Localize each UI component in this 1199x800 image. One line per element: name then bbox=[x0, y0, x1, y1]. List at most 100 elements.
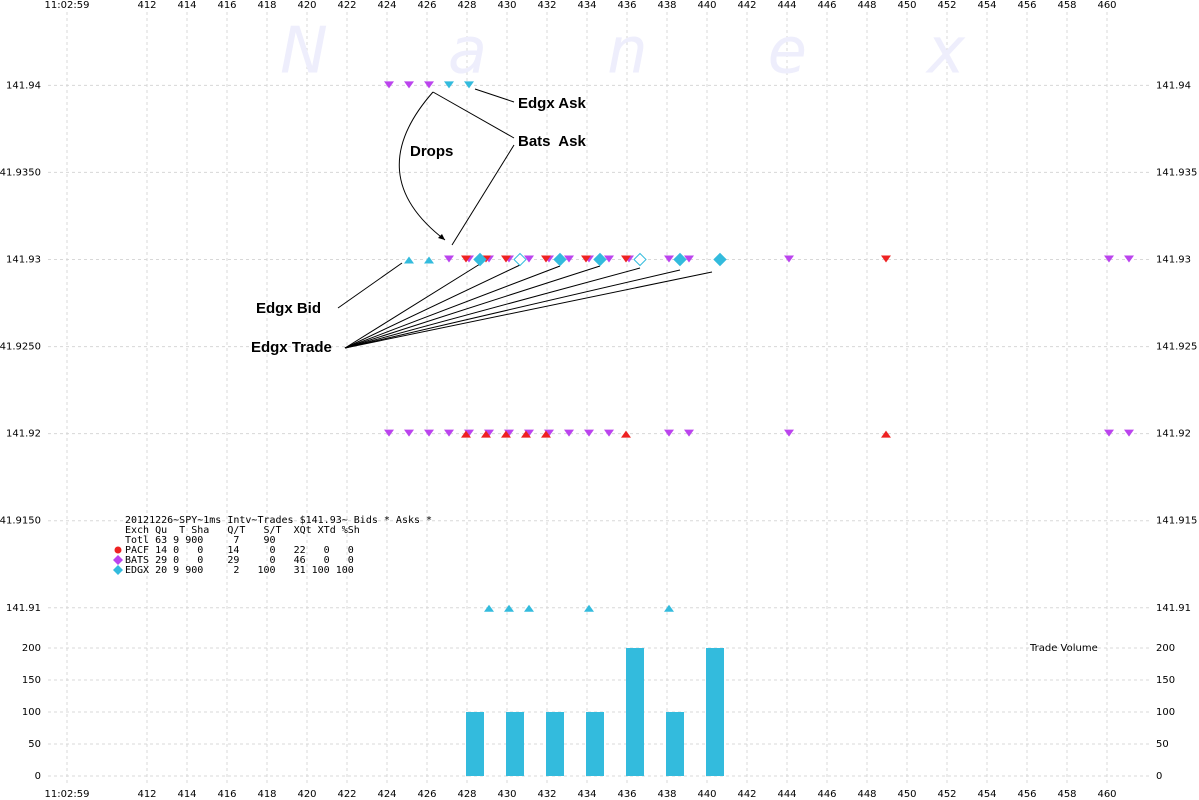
quote-marker bbox=[524, 604, 534, 612]
quote-marker bbox=[684, 429, 694, 437]
quote-marker bbox=[664, 604, 674, 612]
x-tick-label: 412 bbox=[137, 0, 156, 11]
volume-bar bbox=[466, 712, 484, 776]
quote-marker bbox=[621, 430, 631, 438]
leader-line bbox=[451, 144, 515, 246]
stats-line: Totl 63 9 900 7 90 bbox=[125, 535, 276, 546]
x-tick-label: 414 bbox=[177, 0, 196, 11]
leader-line bbox=[344, 271, 713, 349]
x-tick-label: 440 bbox=[697, 789, 716, 800]
quote-marker bbox=[604, 429, 614, 437]
x-tick-label: 432 bbox=[537, 0, 556, 11]
x-tick-label: 418 bbox=[257, 0, 276, 11]
quote-marker bbox=[784, 255, 794, 263]
leader-line bbox=[337, 262, 403, 309]
trade-marker bbox=[513, 252, 527, 267]
quote-marker bbox=[461, 255, 471, 263]
x-tick-label: 430 bbox=[497, 789, 516, 800]
stats-line: BATS 29 0 0 29 0 46 0 0 bbox=[125, 555, 354, 566]
volume-bar bbox=[706, 648, 724, 776]
x-tick-label: 452 bbox=[937, 789, 956, 800]
y-tick-label: 141.94 bbox=[6, 80, 41, 91]
x-tick-label: 416 bbox=[217, 789, 236, 800]
x-tick-label: 444 bbox=[777, 789, 796, 800]
quote-marker bbox=[501, 430, 511, 438]
quote-marker bbox=[881, 255, 891, 263]
volume-bar bbox=[586, 712, 604, 776]
x-tick-label: 456 bbox=[1017, 0, 1036, 11]
x-tick-label: 446 bbox=[817, 0, 836, 11]
quote-marker bbox=[684, 255, 694, 263]
quote-marker bbox=[404, 81, 414, 89]
x-tick-label: 446 bbox=[817, 789, 836, 800]
y-tick-label: 141.9350 bbox=[0, 167, 41, 178]
x-tick-label: 450 bbox=[897, 0, 916, 11]
trade-marker bbox=[673, 252, 687, 267]
quote-marker bbox=[664, 255, 674, 263]
x-tick-label: 414 bbox=[177, 789, 196, 800]
quote-marker bbox=[404, 256, 414, 264]
trade-marker bbox=[553, 252, 567, 267]
quote-marker bbox=[464, 81, 474, 89]
annotation: Drops bbox=[410, 143, 453, 160]
volume-tick-label: 50 bbox=[28, 739, 41, 750]
x-tick-label: 422 bbox=[337, 0, 356, 11]
quote-marker bbox=[404, 429, 414, 437]
stats-line: Exch Qu T Sha Q/T S/T XQt XTd %Sh bbox=[125, 525, 360, 536]
quote-marker bbox=[384, 81, 394, 89]
quote-marker bbox=[784, 429, 794, 437]
x-tick-label: 430 bbox=[497, 0, 516, 11]
annotation: Edgx Ask bbox=[518, 95, 586, 112]
volume-bar bbox=[506, 712, 524, 776]
volume-bar bbox=[546, 712, 564, 776]
x-tick-label: 440 bbox=[697, 0, 716, 11]
y2-tick-label: 141.91 bbox=[1156, 603, 1191, 614]
watermark: Nanex bbox=[280, 15, 1085, 89]
quote-marker bbox=[581, 255, 591, 263]
arrow-head bbox=[438, 234, 445, 240]
x-tick-label: 442 bbox=[737, 0, 756, 11]
trade-marker bbox=[593, 252, 607, 267]
x-tick-label: 442 bbox=[737, 789, 756, 800]
y2-tick-label: 141.92 bbox=[1156, 429, 1191, 440]
legend-marker bbox=[113, 555, 123, 565]
x-tick-label: 454 bbox=[977, 0, 996, 11]
leader-line bbox=[344, 265, 561, 349]
x-tick-label: 460 bbox=[1097, 0, 1116, 11]
volume-tick-label: 100 bbox=[22, 707, 41, 718]
x-tick-label: 436 bbox=[617, 789, 636, 800]
volume-tick-label: 150 bbox=[22, 675, 41, 686]
quote-marker bbox=[564, 429, 574, 437]
stats-block: 20121226~SPY~1ms Intv~Trades $141.93~ Bi… bbox=[113, 515, 432, 576]
x-tick-label: 458 bbox=[1057, 0, 1076, 11]
quote-marker bbox=[1124, 255, 1134, 263]
leader-line bbox=[344, 269, 681, 349]
x-tick-label: 460 bbox=[1097, 789, 1116, 800]
x-tick-label: 420 bbox=[297, 789, 316, 800]
volume-bar bbox=[666, 712, 684, 776]
x-tick-label: 434 bbox=[577, 0, 596, 11]
x-tick-label: 420 bbox=[297, 0, 316, 11]
quote-marker bbox=[501, 255, 511, 263]
volume-tick-label: 50 bbox=[1156, 739, 1169, 750]
x-tick-label: 426 bbox=[417, 0, 436, 11]
annotation: Edgx Trade bbox=[251, 339, 332, 356]
y-tick-label: 141.92 bbox=[6, 429, 41, 440]
x-tick-label: 438 bbox=[657, 789, 676, 800]
x-tick-label: 438 bbox=[657, 0, 676, 11]
y-tick-label: 141.93 bbox=[6, 254, 41, 265]
x-tick-label: 458 bbox=[1057, 789, 1076, 800]
stats-line: 20121226~SPY~1ms Intv~Trades $141.93~ Bi… bbox=[125, 515, 432, 526]
grid bbox=[48, 12, 1150, 786]
leader-line bbox=[344, 264, 521, 349]
y2-tick-label: 141.93 bbox=[1156, 254, 1191, 265]
annotation: Edgx Bid bbox=[256, 300, 321, 317]
quote-marker bbox=[621, 255, 631, 263]
quote-marker bbox=[664, 429, 674, 437]
quote-marker bbox=[484, 604, 494, 612]
quote-marker bbox=[881, 430, 891, 438]
quote-marker bbox=[444, 429, 454, 437]
quote-marker bbox=[604, 255, 614, 263]
quote-marker bbox=[1104, 255, 1114, 263]
y2-tick-label: 141.94 bbox=[1156, 80, 1191, 91]
